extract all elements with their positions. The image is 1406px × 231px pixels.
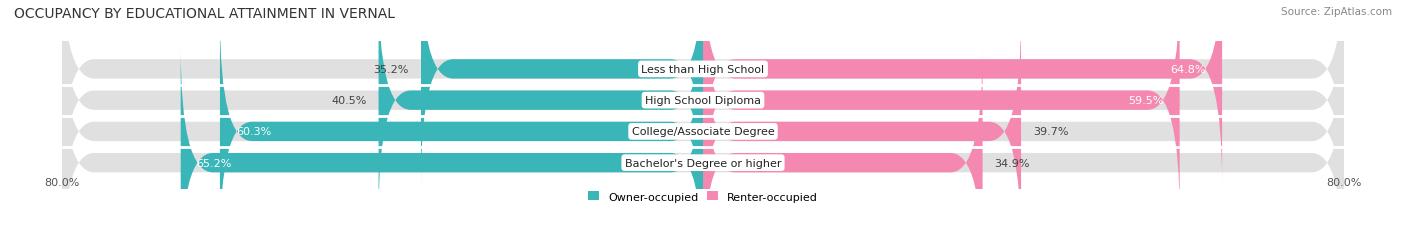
FancyBboxPatch shape: [62, 17, 1344, 231]
FancyBboxPatch shape: [378, 0, 703, 216]
Text: OCCUPANCY BY EDUCATIONAL ATTAINMENT IN VERNAL: OCCUPANCY BY EDUCATIONAL ATTAINMENT IN V…: [14, 7, 395, 21]
Text: 59.5%: 59.5%: [1128, 96, 1164, 106]
Legend: Owner-occupied, Renter-occupied: Owner-occupied, Renter-occupied: [588, 191, 818, 202]
Text: Less than High School: Less than High School: [641, 65, 765, 75]
FancyBboxPatch shape: [62, 0, 1344, 184]
FancyBboxPatch shape: [62, 48, 1344, 231]
FancyBboxPatch shape: [703, 17, 1021, 231]
FancyBboxPatch shape: [420, 0, 703, 184]
Text: Source: ZipAtlas.com: Source: ZipAtlas.com: [1281, 7, 1392, 17]
Text: 34.9%: 34.9%: [994, 158, 1031, 168]
Text: 40.5%: 40.5%: [332, 96, 367, 106]
Text: High School Diploma: High School Diploma: [645, 96, 761, 106]
FancyBboxPatch shape: [219, 17, 703, 231]
FancyBboxPatch shape: [703, 0, 1222, 184]
Text: Bachelor's Degree or higher: Bachelor's Degree or higher: [624, 158, 782, 168]
Text: 39.7%: 39.7%: [1033, 127, 1069, 137]
Text: 80.0%: 80.0%: [45, 177, 80, 187]
Text: 60.3%: 60.3%: [236, 127, 271, 137]
Text: College/Associate Degree: College/Associate Degree: [631, 127, 775, 137]
FancyBboxPatch shape: [181, 48, 703, 231]
Text: 80.0%: 80.0%: [1326, 177, 1361, 187]
Text: 35.2%: 35.2%: [374, 65, 409, 75]
Text: 64.8%: 64.8%: [1171, 65, 1206, 75]
Text: 65.2%: 65.2%: [197, 158, 232, 168]
FancyBboxPatch shape: [62, 0, 1344, 216]
FancyBboxPatch shape: [703, 48, 983, 231]
FancyBboxPatch shape: [703, 0, 1180, 216]
